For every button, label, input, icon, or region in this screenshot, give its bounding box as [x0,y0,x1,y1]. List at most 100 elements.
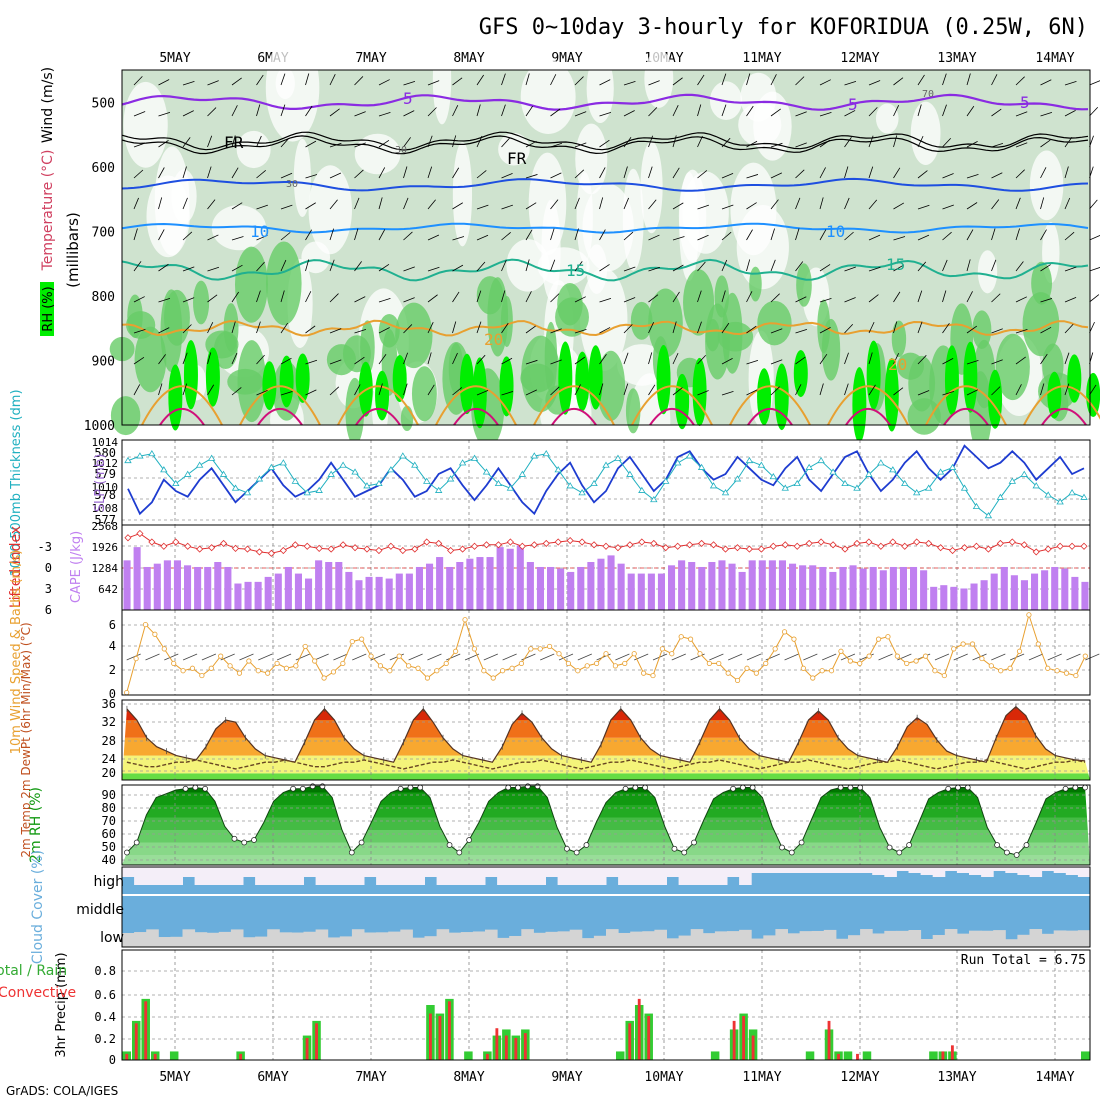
wind-barb [182,352,188,365]
lifted-index-marker [972,542,981,550]
wind-barb [207,135,213,148]
cloud-low [460,932,474,947]
cloud-low [521,929,534,947]
wind-speed-marker [246,658,252,664]
precip-convective-bar [305,1038,309,1060]
thickness-marker [638,486,646,493]
cloud-low [448,932,462,947]
cape-bar [234,583,242,610]
rh-saturated-patch [757,368,772,425]
cloud-low [714,931,728,947]
wind-barb [501,137,510,148]
wind-barb [795,197,801,210]
wind-barb [697,290,702,303]
wind-barb [868,135,874,148]
upper-air-frame [121,69,1091,426]
lifted-index-marker [733,544,742,552]
lifted-index-marker [136,529,144,538]
wind-speed-marker [640,670,647,676]
thickness-marker [387,466,395,473]
thickness-marker [1044,491,1052,498]
thickness-marker [781,484,789,491]
rh-marker [622,785,629,792]
wind-barb [305,291,312,303]
wind-barb [280,73,286,86]
cloud-high [424,867,438,877]
cape-li-panel: -3 0 3 6 2568 1926 1284 642 [38,520,1091,617]
wind-barb [991,228,996,241]
precip-convective-bar [485,1053,489,1060]
cloud-high [122,867,135,877]
cloud-high [1041,867,1055,871]
precip-convective-bar [504,1035,508,1060]
thickness-marker [721,489,730,496]
thickness-marker [136,452,144,459]
wind-barb [819,167,826,179]
wind-barb [893,291,901,303]
wind-barb [770,293,780,303]
wind-barb [231,321,236,334]
temp-contour-m5 [121,93,1089,111]
rh-marker [192,784,199,791]
cape-bar [496,547,504,610]
cloud-high [315,867,329,885]
rh-saturated-patch [866,340,881,410]
wind-barb [746,73,751,86]
rh-saturated-patch [944,345,959,416]
wind-barb [550,386,560,396]
wind-barb [452,77,463,86]
wind-barb [1040,229,1047,241]
wind-barb [231,202,243,210]
wind-barb [354,261,362,272]
lifted-index-marker [435,539,443,547]
precip-convective-bar [239,1053,243,1060]
wind-barb [819,139,831,148]
temp-contour-25 [827,385,909,426]
wind-barb [182,197,188,210]
rh-marker [1062,785,1069,792]
wind-barb [1064,266,1077,272]
rh-marker [456,849,463,856]
wind-barb [697,135,703,148]
wind-barb [305,105,313,117]
wind-barb [893,264,905,272]
wind-barb [599,229,606,241]
cape-bar [1061,568,1069,610]
wind-speed-marker [904,660,910,667]
rh-marker [798,839,805,846]
wind-barb [305,325,316,334]
precip-total-label: Total / Rain [0,963,67,979]
wind-barb [329,259,335,272]
rh-saturated-patch [1047,371,1062,419]
wind-barb [329,386,340,396]
wind-speed-marker [302,643,308,650]
wind-barb [819,79,831,86]
cape-bar [869,566,877,610]
wind-barb [917,290,923,303]
wind-barb [354,328,367,334]
precip-tick: 0.4 [94,1010,116,1024]
wind-barb [648,266,661,272]
cape-bar [526,562,534,610]
wind-barb [868,234,881,241]
wind-barb [1085,653,1100,661]
lifted-index-marker [387,542,395,550]
wind-barb [329,228,335,241]
wind-barb [158,354,166,365]
wind-speed-marker [547,643,553,650]
precip-convective-bar [315,1023,318,1060]
wind-barb [354,228,359,241]
lifted-index-marker [423,538,431,546]
wind-speed-marker [330,669,337,675]
wind-barb [354,296,366,303]
wind-speed-marker [1045,665,1051,671]
rh-tick: 60 [102,827,116,841]
wind-barb [942,322,950,334]
cloud-low [412,937,425,947]
lifted-index-marker [626,541,634,549]
cloud-low [327,937,341,947]
wind-barb [746,359,759,365]
temp-contour-30 [355,408,401,426]
wind-barb [231,236,244,241]
cloud-low [545,931,559,947]
